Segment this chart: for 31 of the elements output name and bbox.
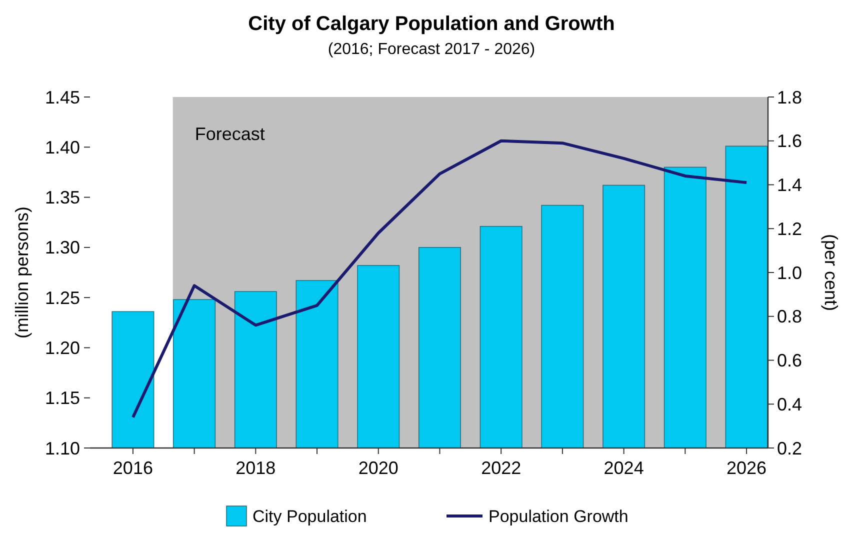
y2-tick-label: 0.8: [777, 306, 802, 327]
y2-axis-title: (per cent): [821, 234, 841, 312]
legend-label: Population Growth: [488, 506, 628, 526]
chart-title: City of Calgary Population and Growth: [248, 13, 615, 35]
y-tick-label: 1.35: [44, 188, 80, 208]
line-series: [131, 139, 748, 419]
y-tick-label: 1.30: [44, 238, 80, 258]
y-tick-label: 1.40: [44, 137, 80, 158]
y2-tick-label: 1.8: [777, 87, 802, 108]
y2-tick-label: 1.2: [777, 218, 802, 239]
x-tick-label: 2024: [604, 458, 644, 478]
y2-tick-label: 0.6: [777, 350, 802, 371]
x-tick-label: 2016: [112, 458, 153, 478]
y-tick-label: 1.25: [44, 288, 80, 308]
y2-tick-label: 0.4: [777, 394, 802, 414]
y2-tick-label: 0.2: [777, 438, 802, 458]
x-tick-label: 2020: [358, 458, 398, 478]
x-tick-label: 2026: [726, 458, 767, 478]
y-tick-label: 1.20: [44, 338, 80, 358]
y2-tick-label: 1.6: [777, 131, 802, 152]
y-tick-label: 1.10: [44, 438, 80, 458]
x-tick-label: 2022: [481, 458, 522, 478]
chart-subtitle: (2016; Forecast 2017 - 2026): [328, 41, 536, 58]
y-tick-label: 1.45: [44, 87, 80, 108]
band-label: Forecast: [194, 124, 265, 144]
y-axis-title: (million persons): [12, 206, 32, 339]
y2-tick-label: 1.4: [777, 175, 802, 196]
y2-tick-label: 1.0: [777, 262, 802, 283]
x-tick-label: 2018: [236, 458, 276, 478]
y-tick-label: 1.15: [44, 388, 80, 408]
legend-label: City Population: [252, 506, 367, 526]
